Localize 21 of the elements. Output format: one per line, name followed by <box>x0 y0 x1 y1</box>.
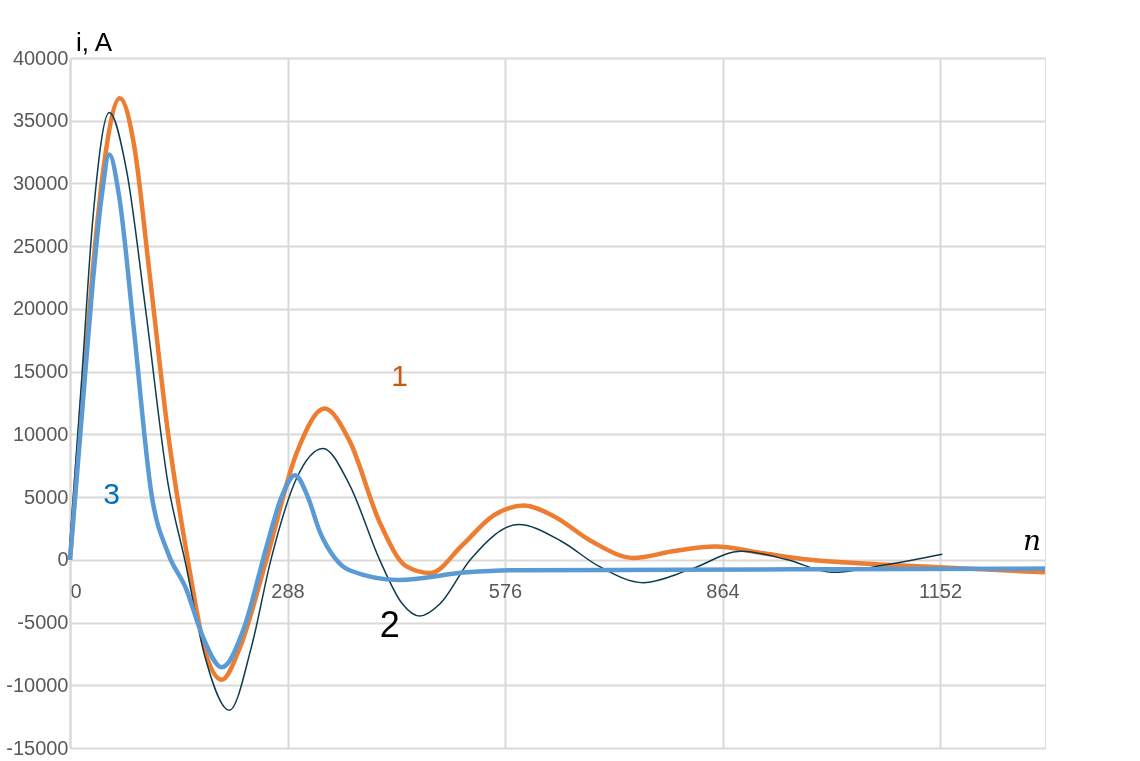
x-tick-label: 1152 <box>919 580 963 603</box>
x-tick-label: 864 <box>706 580 740 603</box>
series-label: 3 <box>103 476 120 510</box>
y-axis-title: i, A <box>76 27 113 57</box>
x-tick-label: 576 <box>488 580 523 603</box>
y-tick-label: 40000 <box>12 46 69 69</box>
y-tick-label: 25000 <box>12 234 69 257</box>
y-tick-label: 5000 <box>24 485 69 508</box>
x-tick-label: 288 <box>271 580 305 603</box>
y-tick-label: 0 <box>57 548 69 571</box>
text: 1 <box>391 358 408 392</box>
y-tick-label: 15000 <box>12 360 69 383</box>
y-tick-label: -15000 <box>6 736 69 759</box>
x-axis-title: n <box>1022 523 1041 557</box>
series-label: 2 <box>379 604 400 646</box>
y-tick-label: 10000 <box>12 422 69 445</box>
y-tick-label: 30000 <box>12 171 69 194</box>
y-tick-label: 20000 <box>12 297 69 320</box>
y-tick-label: -10000 <box>6 673 69 696</box>
y-tick-label: 35000 <box>12 109 69 132</box>
y-tick-label: -5000 <box>17 611 69 634</box>
